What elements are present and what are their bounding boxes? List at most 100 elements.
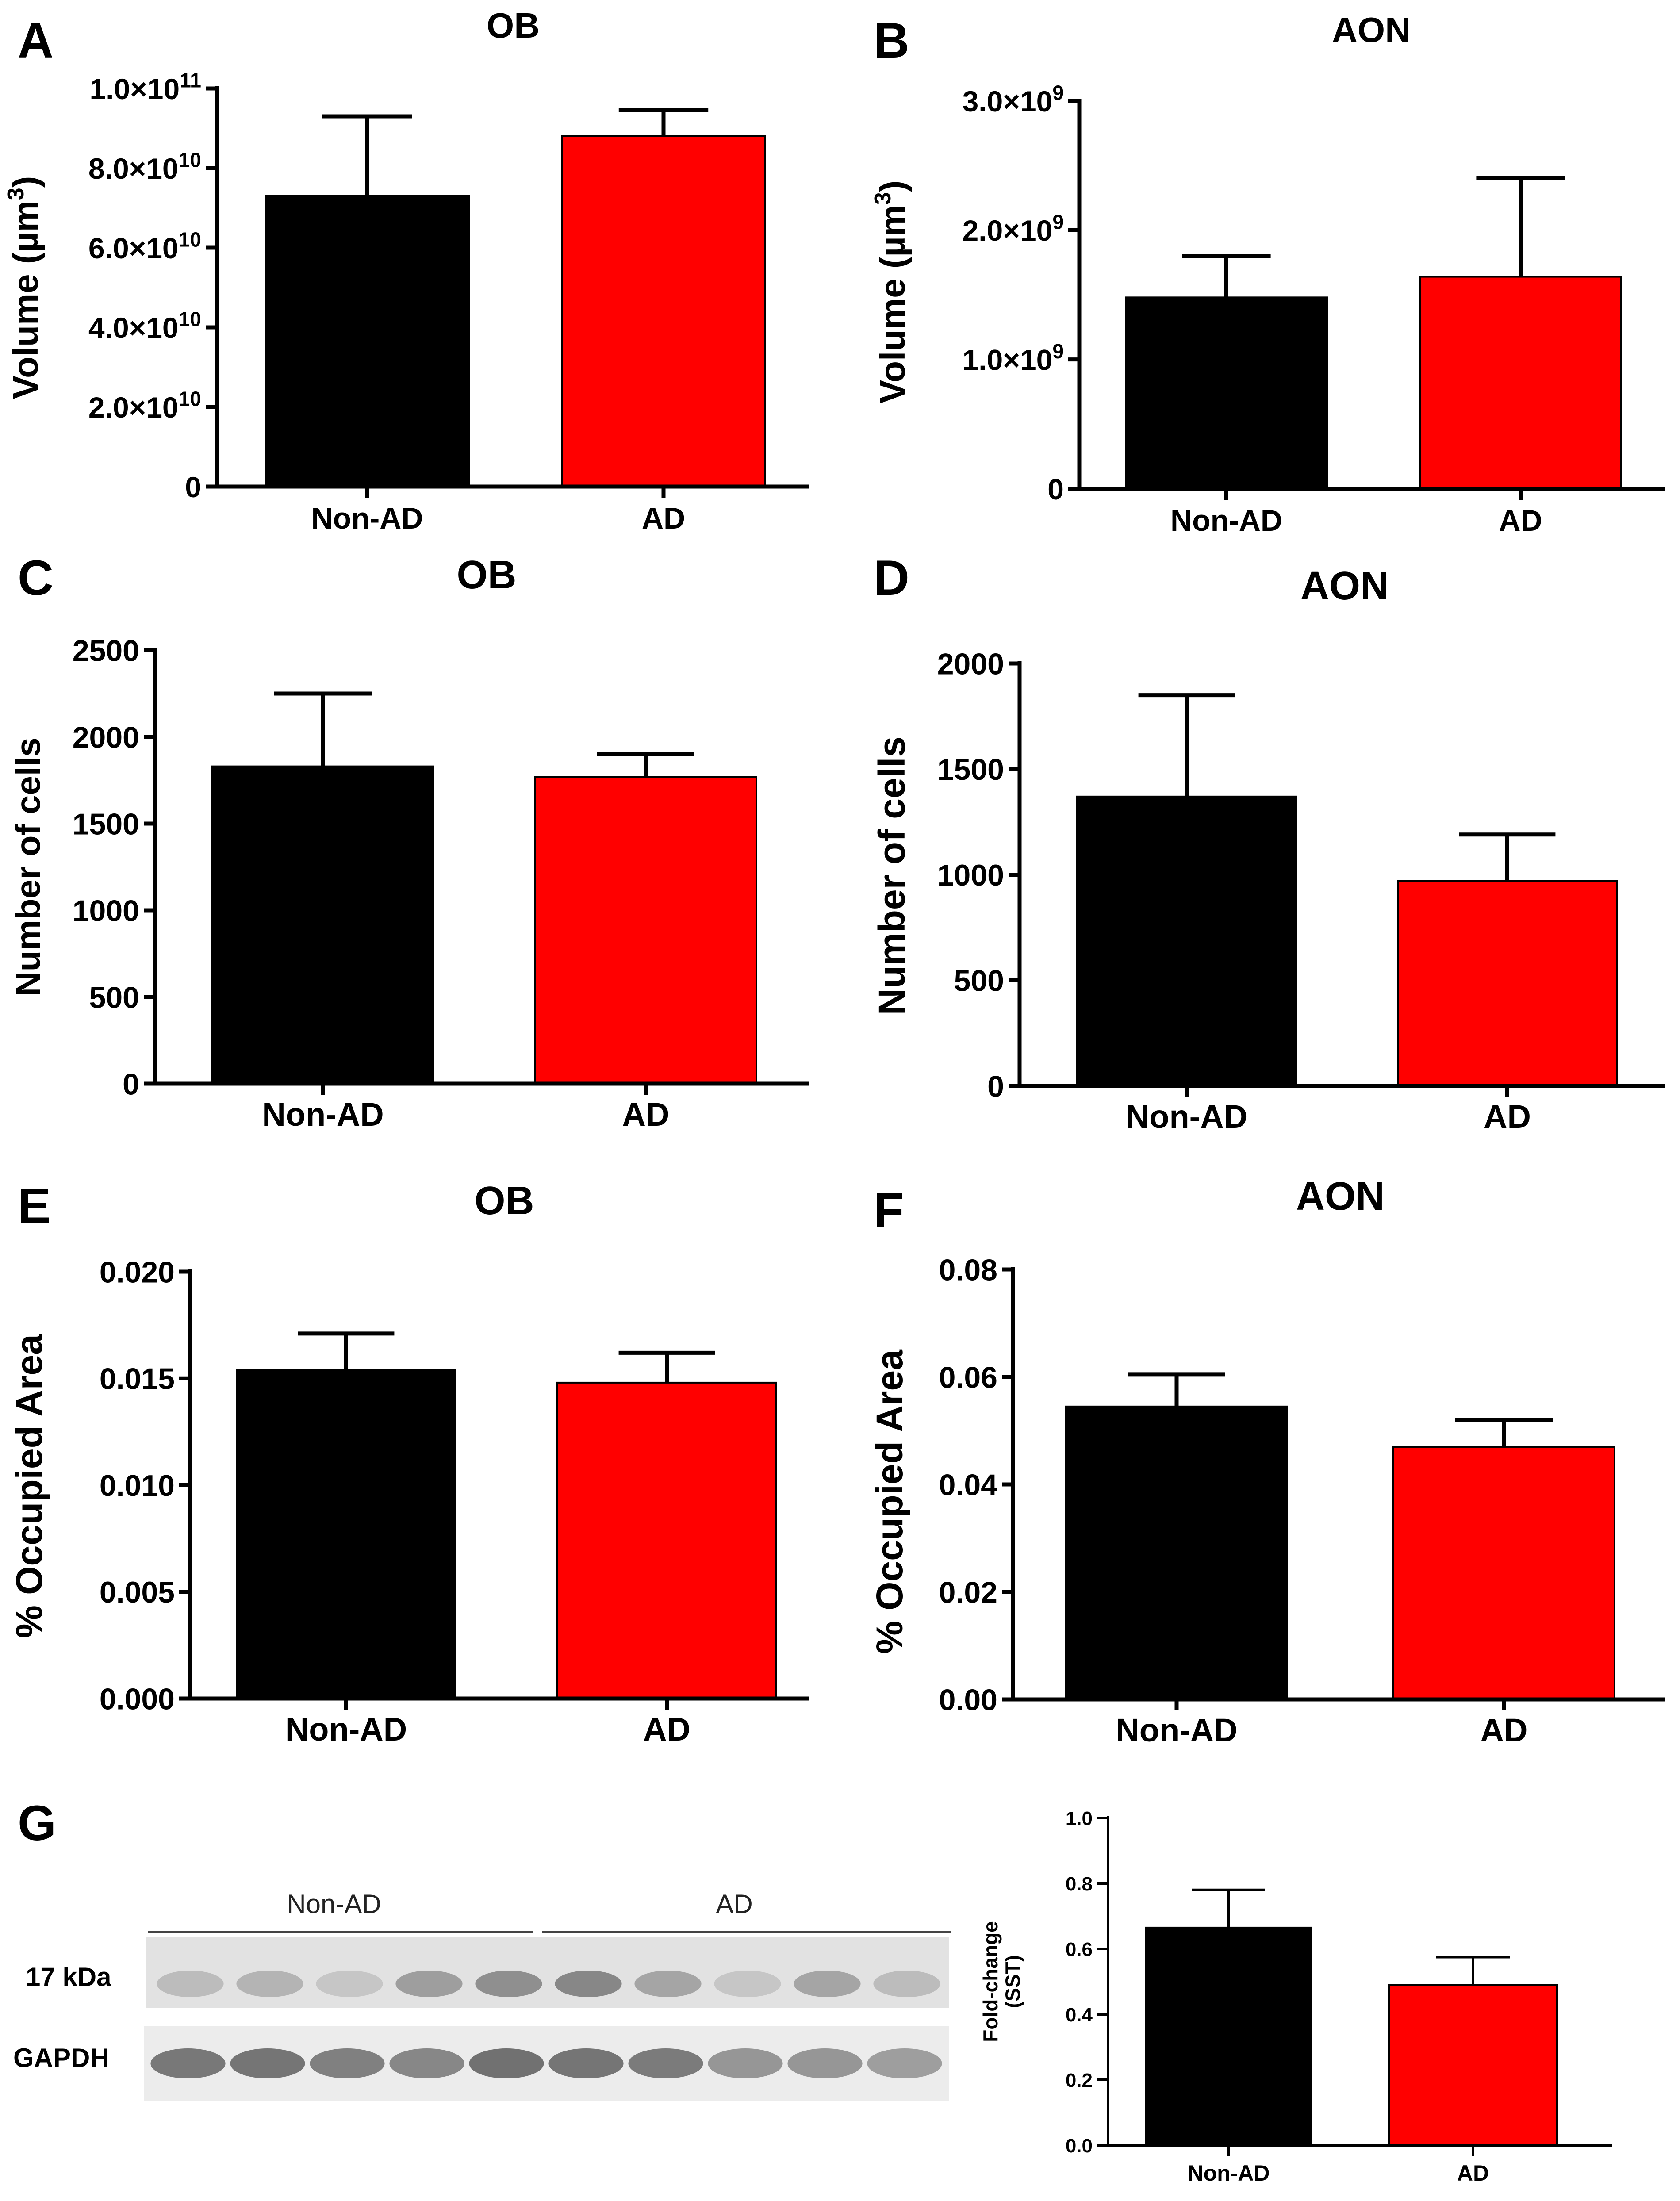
y-tick-label: 0 (185, 471, 201, 503)
bar-non-ad (265, 195, 470, 487)
x-tick-label: Non-AD (1126, 1098, 1247, 1135)
panel-label: C (18, 550, 54, 606)
y-axis-label: % Occupied Area (869, 1349, 910, 1654)
chart-panel-e: E OB Non-AD AD 0.000 0.005 0.010 0.015 0.020 % Oc… (8, 1178, 809, 1748)
y-tick-label: 2000 (937, 647, 1004, 681)
y-tick-base: 1500 (937, 753, 1004, 786)
y-tick-base: 3.0×10 (963, 85, 1053, 118)
y-tick-base: 0.00 (939, 1683, 997, 1717)
y-tick-base: 0.0 (1066, 2135, 1093, 2157)
y-label-main: Volume (µm (873, 205, 912, 403)
x-tick-label: AD (1481, 1712, 1528, 1749)
chart-title: AON (1332, 10, 1411, 50)
chart-panel-g: G Non-AD AD 0.0 0.2 0.4 0.6 0.8 1.0 Fold-change(S… (18, 1795, 1612, 2186)
y-label-line1: Fold-change (979, 1921, 1002, 2042)
y-tick-base: 1.0×10 (89, 73, 180, 105)
blot-band-sst (555, 1971, 622, 1997)
chart-title: OB (457, 553, 517, 597)
chart-title: AON (1300, 564, 1389, 608)
bar-ad (556, 1381, 777, 1699)
y-tick-base: 0.02 (939, 1576, 997, 1609)
y-axis-label: Number of cells (8, 737, 47, 996)
bar-ad (561, 135, 766, 487)
y-tick-label: 6.0×1010 (88, 228, 201, 264)
y-tick-exponent: 10 (179, 307, 201, 330)
y-tick-base: 500 (89, 981, 139, 1014)
y-axis-label: Volume (µm3) (3, 176, 45, 399)
y-tick-label: 0.000 (100, 1682, 175, 1716)
blot-band-sst (714, 1971, 781, 1997)
x-tick-label: Non-AD (285, 1711, 407, 1748)
y-tick-label: 0.04 (939, 1468, 998, 1502)
y-tick-label: 3.0×109 (963, 81, 1064, 117)
y-tick-exponent: 10 (179, 387, 201, 410)
y-tick-exponent: 10 (179, 148, 201, 171)
panel-label: D (874, 550, 909, 606)
blot-group-label-ad: AD (716, 1889, 752, 1919)
y-tick-label: 2.0×1010 (88, 387, 201, 423)
y-label-end: ) (873, 180, 912, 192)
bar-ad (1397, 880, 1618, 1087)
chart-panel-c: C OB Non-AD AD 0 500 1000 1500 2000 2500 Number of… (8, 550, 809, 1133)
y-tick-label: 0.4 (1066, 2004, 1093, 2026)
y-tick-base: 4.0×10 (88, 311, 179, 344)
western-blot: Non-AD AD 17 kDa GAPDH (13, 1889, 951, 2101)
y-label-line2: (SST) (1001, 1955, 1024, 2008)
y-tick-label: 1500 (73, 807, 139, 841)
y-tick-base: 8.0×10 (88, 152, 179, 185)
bar-ad (1392, 1446, 1615, 1700)
y-tick-label: 0.2 (1066, 2070, 1093, 2091)
bar-non-ad (1065, 1405, 1288, 1700)
x-tick-label: AD (622, 1096, 670, 1133)
x-tick-label: Non-AD (1116, 1712, 1237, 1749)
y-tick-base: 1.0 (1066, 1808, 1093, 1829)
y-tick-base: 0.015 (100, 1362, 175, 1396)
y-tick-label: 0.08 (939, 1253, 997, 1287)
panel-label: A (18, 13, 54, 68)
y-tick-base: 2.0×10 (963, 214, 1053, 247)
blot-band-gapdh (867, 2048, 942, 2078)
bar-ad (534, 776, 757, 1085)
bar-non-ad (1076, 795, 1297, 1087)
y-tick-label: 1.0×1011 (89, 69, 201, 105)
y-tick-label: 8.0×1010 (88, 148, 201, 184)
bar-ad (1388, 1984, 1558, 2146)
y-tick-exponent: 11 (180, 69, 201, 92)
x-tick-label: AD (1499, 504, 1542, 537)
y-tick-label: 2000 (73, 721, 139, 754)
y-tick-base: 0.010 (100, 1469, 175, 1503)
blot-band-gapdh (628, 2048, 703, 2078)
blot-band-gapdh (787, 2048, 863, 2078)
y-tick-base: 1.0×10 (963, 343, 1053, 376)
chart-panel-f: F AON Non-AD AD 0.00 0.02 0.04 0.06 0.08 % Occupi… (869, 1174, 1665, 1749)
bar-non-ad (1125, 296, 1328, 490)
y-label-sup: 3 (870, 192, 896, 205)
x-tick-label: Non-AD (1170, 504, 1282, 537)
chart-title: OB (487, 6, 540, 45)
y-tick-base: 0.000 (100, 1682, 175, 1716)
blot-group-label-non-ad: Non-AD (287, 1889, 381, 1919)
y-tick-label: 1000 (937, 859, 1004, 892)
y-tick-base: 0.08 (939, 1253, 997, 1287)
y-tick-label: 0.0 (1066, 2135, 1093, 2157)
y-tick-base: 0.04 (939, 1468, 998, 1502)
y-tick-base: 0 (123, 1067, 139, 1101)
y-tick-base: 1000 (937, 859, 1004, 892)
y-tick-base: 0.2 (1066, 2070, 1093, 2091)
y-tick-label: 1.0×109 (963, 340, 1064, 376)
x-tick-label: Non-AD (1187, 2161, 1270, 2186)
y-tick-base: 0.020 (100, 1255, 175, 1289)
blot-band-sst (395, 1971, 463, 1997)
y-label-end: ) (6, 176, 45, 188)
panel-label: F (874, 1183, 904, 1238)
y-tick-base: 2500 (73, 634, 139, 667)
blot-band-gapdh (548, 2048, 624, 2078)
y-tick-base: 1000 (73, 894, 139, 928)
bar-non-ad (1145, 1926, 1312, 2146)
chart-title: AON (1296, 1174, 1385, 1219)
y-tick-label: 500 (89, 981, 139, 1014)
y-tick-label: 0 (123, 1067, 139, 1101)
